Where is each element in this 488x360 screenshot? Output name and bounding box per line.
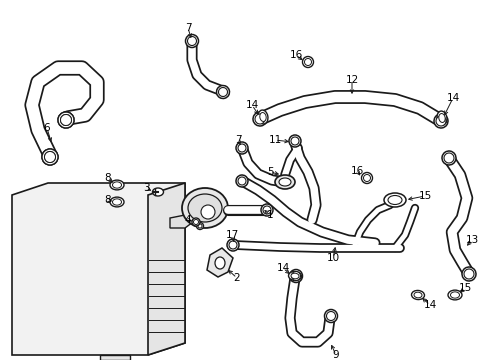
Ellipse shape	[185, 35, 198, 48]
Ellipse shape	[302, 57, 313, 68]
Ellipse shape	[215, 257, 224, 269]
Ellipse shape	[238, 177, 245, 185]
Ellipse shape	[112, 199, 121, 205]
Ellipse shape	[236, 142, 247, 154]
Text: 14: 14	[276, 263, 289, 273]
Ellipse shape	[258, 110, 267, 124]
Ellipse shape	[361, 172, 372, 184]
Ellipse shape	[58, 112, 74, 128]
Text: 8: 8	[104, 195, 111, 205]
Ellipse shape	[61, 114, 71, 126]
Ellipse shape	[42, 149, 58, 165]
Text: 10: 10	[326, 253, 339, 263]
Text: 4: 4	[184, 215, 191, 225]
Ellipse shape	[263, 206, 270, 214]
Ellipse shape	[58, 112, 74, 128]
Ellipse shape	[228, 241, 237, 249]
Ellipse shape	[324, 310, 337, 323]
Ellipse shape	[435, 116, 445, 126]
Ellipse shape	[463, 269, 473, 279]
Ellipse shape	[279, 178, 290, 186]
Text: 1: 1	[266, 210, 273, 220]
Text: 11: 11	[268, 135, 281, 145]
Polygon shape	[12, 183, 184, 355]
Text: 16: 16	[350, 166, 363, 176]
Ellipse shape	[187, 36, 196, 45]
Ellipse shape	[226, 239, 239, 251]
Ellipse shape	[110, 180, 124, 190]
Text: 13: 13	[465, 235, 478, 245]
Text: 12: 12	[345, 75, 358, 85]
Text: 7: 7	[184, 23, 191, 33]
Text: 3: 3	[142, 183, 149, 193]
Text: 8: 8	[104, 173, 111, 183]
Ellipse shape	[259, 113, 265, 121]
Ellipse shape	[288, 271, 301, 280]
Polygon shape	[100, 355, 130, 360]
Ellipse shape	[449, 292, 459, 298]
Ellipse shape	[436, 111, 446, 125]
Text: 6: 6	[43, 123, 50, 133]
Ellipse shape	[44, 152, 55, 162]
Ellipse shape	[304, 58, 311, 66]
Ellipse shape	[216, 86, 229, 99]
Text: 14: 14	[446, 93, 459, 103]
Ellipse shape	[261, 204, 272, 216]
Ellipse shape	[288, 135, 301, 147]
Polygon shape	[206, 248, 232, 277]
Polygon shape	[148, 183, 184, 355]
Ellipse shape	[42, 149, 58, 165]
Ellipse shape	[433, 114, 447, 128]
Ellipse shape	[447, 290, 461, 300]
Ellipse shape	[198, 224, 202, 228]
Ellipse shape	[383, 193, 405, 207]
Ellipse shape	[438, 113, 444, 122]
Ellipse shape	[291, 271, 300, 280]
Ellipse shape	[182, 188, 227, 228]
Ellipse shape	[238, 144, 245, 152]
Ellipse shape	[289, 270, 302, 283]
Ellipse shape	[236, 175, 247, 187]
Ellipse shape	[44, 152, 55, 162]
Ellipse shape	[152, 188, 163, 196]
Text: 17: 17	[225, 230, 238, 240]
Ellipse shape	[326, 311, 335, 320]
Ellipse shape	[254, 114, 264, 124]
Text: 14: 14	[423, 300, 436, 310]
Ellipse shape	[192, 218, 200, 226]
Text: 16: 16	[289, 50, 302, 60]
Text: 9: 9	[332, 350, 339, 360]
Ellipse shape	[187, 194, 222, 222]
Text: 7: 7	[234, 135, 241, 145]
Ellipse shape	[363, 175, 370, 181]
Ellipse shape	[193, 220, 198, 225]
Ellipse shape	[274, 175, 294, 189]
Polygon shape	[170, 215, 193, 228]
Ellipse shape	[201, 205, 215, 219]
Ellipse shape	[413, 292, 421, 298]
Ellipse shape	[411, 291, 424, 300]
Ellipse shape	[461, 267, 475, 281]
Text: 15: 15	[418, 191, 431, 201]
Ellipse shape	[290, 137, 298, 145]
Ellipse shape	[441, 151, 455, 165]
Ellipse shape	[61, 114, 71, 126]
Text: 14: 14	[245, 100, 258, 110]
Ellipse shape	[252, 112, 266, 126]
Ellipse shape	[290, 273, 298, 279]
Ellipse shape	[196, 222, 203, 230]
Ellipse shape	[112, 182, 121, 188]
Text: 5: 5	[266, 167, 273, 177]
Text: 15: 15	[457, 283, 470, 293]
Text: 2: 2	[233, 273, 240, 283]
Ellipse shape	[110, 197, 124, 207]
Ellipse shape	[443, 153, 453, 163]
Ellipse shape	[218, 87, 227, 96]
Ellipse shape	[387, 195, 401, 204]
